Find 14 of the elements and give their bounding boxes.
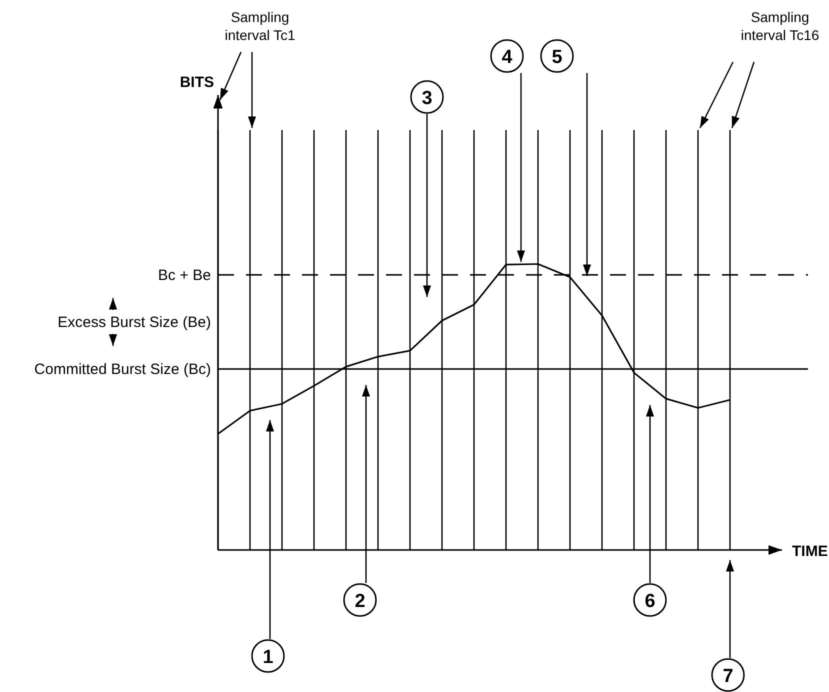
text: 2 <box>354 591 366 612</box>
text: 6 <box>644 591 656 612</box>
text: 5 <box>552 47 563 68</box>
ref-line-label: Committed Burst Size (Bc) <box>34 360 211 378</box>
annotation: Excess Burst Size (Be) <box>58 314 211 331</box>
text: BITS <box>180 74 214 91</box>
text: 7 <box>722 666 734 687</box>
text: 1 <box>262 647 274 668</box>
text: 4 <box>502 47 513 68</box>
text: Sampling interval Tc16 <box>740 9 820 43</box>
text: 3 <box>422 88 432 109</box>
ref-line-label: Bc + Be <box>158 266 211 284</box>
text: Sampling interval Tc1 <box>224 9 296 43</box>
x-axis-title: TIME <box>792 543 828 560</box>
